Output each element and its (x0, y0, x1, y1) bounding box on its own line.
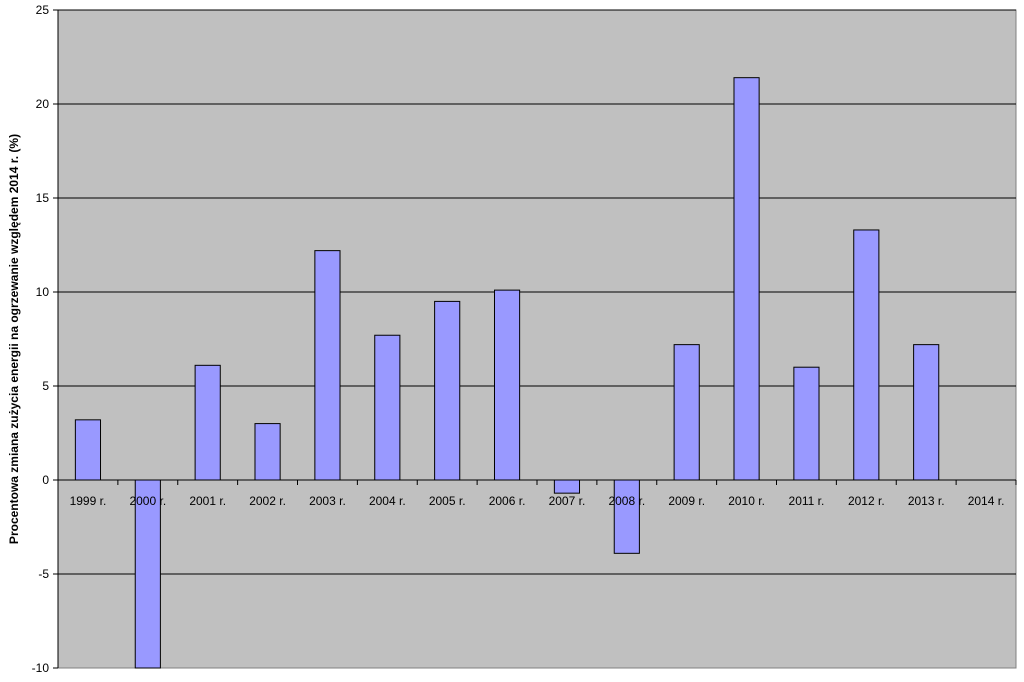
x-tick-label: 2000 r. (129, 494, 166, 508)
x-tick-label: 1999 r. (70, 494, 107, 508)
y-tick-label: 20 (36, 97, 50, 111)
y-axis-title: Procentowa zmiana zużycia energii na ogr… (7, 134, 21, 544)
y-tick-label: -10 (32, 661, 50, 675)
y-tick-label: -5 (38, 567, 49, 581)
y-tick-label: 0 (42, 473, 49, 487)
bar (913, 344, 940, 481)
x-tick-label: 2010 r. (728, 494, 765, 508)
bar (673, 344, 700, 481)
bar (74, 419, 102, 481)
bar (254, 423, 281, 481)
x-tick-label: 2014 r. (968, 494, 1005, 508)
y-tick-label: 5 (42, 379, 49, 393)
bar (374, 334, 401, 481)
x-tick-labels: 1999 r. 2000 r. 2001 r. 2002 r. 2003 r. 2004 … (57, 480, 1017, 508)
bar (314, 250, 341, 481)
y-tick-labels: -10 -5 0 5 10 15 20 25 (32, 3, 58, 675)
bar (434, 300, 461, 481)
x-tick-label: 2013 r. (908, 494, 945, 508)
x-tick-label: 2007 r. (549, 494, 586, 508)
x-tick-label: 2012 r. (848, 494, 885, 508)
y-tick-label: 25 (36, 3, 50, 17)
bar (793, 366, 820, 481)
x-tick-label: 2002 r. (249, 494, 286, 508)
x-tick-label: 2011 r. (789, 494, 825, 508)
bar (493, 289, 521, 481)
x-tick-label: 2005 r. (429, 494, 466, 508)
bar (613, 479, 640, 554)
bars (74, 77, 940, 669)
bar (553, 479, 581, 494)
x-tick-label: 2003 r. (309, 494, 346, 508)
x-tick-label: 2009 r. (668, 494, 705, 508)
x-tick-label: 2006 r. (489, 494, 526, 508)
x-tick-label: 2004 r. (369, 494, 406, 508)
x-tick-label: 2008 r. (608, 494, 645, 508)
y-tick-label: 15 (36, 191, 50, 205)
bar (733, 77, 760, 481)
y-tick-label: 10 (36, 285, 50, 299)
bar (134, 479, 161, 669)
bar (853, 229, 880, 481)
x-tick-label: 2001 r. (189, 494, 226, 508)
bar (194, 364, 221, 481)
